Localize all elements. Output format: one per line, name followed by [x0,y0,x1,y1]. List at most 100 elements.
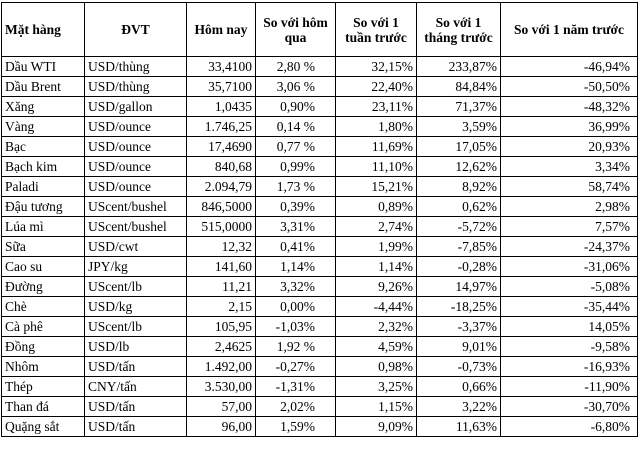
table-row: Xăng USD/gallon 1,0435 0,90% 23,11% 71,37% -48… [1,96,638,117]
change-vs-month: 3,59% [416,116,501,137]
change-vs-month: -0,73% [416,356,501,377]
commodity-name: Vàng [1,116,85,137]
change-vs-month: 233,87% [416,56,501,77]
table-row: Bạc USD/ounce 17,4690 0,77 % 11,69% 17,05% 20,… [1,136,638,157]
today-price: 57,00 [186,396,256,417]
change-vs-month: 71,37% [416,96,501,117]
change-vs-yesterday: -0,27% [255,356,336,377]
header-vs-week: So với 1 tuần trước [335,2,417,57]
change-vs-week: 1,14% [335,256,417,277]
change-vs-year: 7,57% [500,216,638,237]
commodity-name: Chè [1,296,85,317]
today-price: 3.530,00 [186,376,256,397]
commodity-name: Quặng sắt [1,416,85,437]
change-vs-year: -30,70% [500,396,638,417]
today-price: 2.094,79 [186,176,256,197]
today-price: 1,0435 [186,96,256,117]
header-vs-yesterday: So với hôm qua [255,2,336,57]
table-row: Quặng sắt USD/tấn 96,00 1,59% 9,09% 11,63% -6,… [1,416,638,437]
change-vs-yesterday: 1,14% [255,256,336,277]
change-vs-month: 17,05% [416,136,501,157]
unit-cell: UScent/bushel [84,216,187,237]
change-vs-month: -5,72% [416,216,501,237]
header-vs-month: So với 1 tháng trước [416,2,501,57]
change-vs-yesterday: 0,14 % [255,116,336,137]
today-price: 1.492,00 [186,356,256,377]
commodity-name: Than đá [1,396,85,417]
change-vs-year: 58,74% [500,176,638,197]
change-vs-week: 22,40% [335,76,417,97]
change-vs-yesterday: 0,41% [255,236,336,257]
unit-cell: UScent/lb [84,276,187,297]
unit-cell: UScent/bushel [84,196,187,217]
change-vs-year: -9,58% [500,336,638,357]
change-vs-year: -24,37% [500,236,638,257]
change-vs-yesterday: 1,73 % [255,176,336,197]
change-vs-week: 0,89% [335,196,417,217]
change-vs-yesterday: 3,06 % [255,76,336,97]
change-vs-month: 9,01% [416,336,501,357]
change-vs-week: 1,80% [335,116,417,137]
commodity-name: Dầu Brent [1,76,85,97]
change-vs-year: 36,99% [500,116,638,137]
today-price: 17,4690 [186,136,256,157]
change-vs-yesterday: 0,00% [255,296,336,317]
change-vs-year: 20,93% [500,136,638,157]
table-row: Lúa mì UScent/bushel 515,0000 3,31% 2,74% -5,… [1,216,638,237]
unit-cell: USD/ounce [84,176,187,197]
table-row: Nhôm USD/tấn 1.492,00 -0,27% 0,98% -0,73% -16,… [1,356,638,377]
table-row: Dầu WTI USD/thùng 33,4100 2,80 % 32,15% 233,8… [1,56,638,77]
change-vs-week: 9,26% [335,276,417,297]
commodity-name: Đường [1,276,85,297]
change-vs-year: 3,34% [500,156,638,177]
unit-cell: USD/gallon [84,96,187,117]
change-vs-week: 2,74% [335,216,417,237]
unit-cell: USD/ounce [84,156,187,177]
change-vs-month: 0,62% [416,196,501,217]
today-price: 11,21 [186,276,256,297]
unit-cell: USD/thùng [84,56,187,77]
change-vs-month: 84,84% [416,76,501,97]
today-price: 141,60 [186,256,256,277]
change-vs-week: 0,98% [335,356,417,377]
unit-cell: USD/cwt [84,236,187,257]
commodity-name: Cà phê [1,316,85,337]
table-row: Đồng USD/lb 2,4625 1,92 % 4,59% 9,01% -9,58% [1,336,638,357]
change-vs-yesterday: 1,59% [255,416,336,437]
change-vs-year: -16,93% [500,356,638,377]
change-vs-yesterday: 0,99% [255,156,336,177]
header-unit: ĐVT [84,2,187,57]
change-vs-yesterday: 2,80 % [255,56,336,77]
table-row: Đậu tương UScent/bushel 846,5000 0,39% 0,89%… [1,196,638,217]
change-vs-year: -6,80% [500,416,638,437]
today-price: 2,15 [186,296,256,317]
change-vs-month: 11,63% [416,416,501,437]
change-vs-yesterday: -1,31% [255,376,336,397]
change-vs-week: 11,69% [335,136,417,157]
table-row: Than đá USD/tấn 57,00 2,02% 1,15% 3,22% -30,70… [1,396,638,417]
change-vs-month: 14,97% [416,276,501,297]
today-price: 846,5000 [186,196,256,217]
change-vs-week: 4,59% [335,336,417,357]
header-row: Mặt hàng ĐVT Hôm nay So với hôm qua So với 1… [1,2,638,57]
header-today: Hôm nay [186,2,256,57]
table-row: Cà phê UScent/lb 105,95 -1,03% 2,32% -3,37% 14… [1,316,638,337]
today-price: 105,95 [186,316,256,337]
table-row: Chè USD/kg 2,15 0,00% -4,44% -18,25% -35,44% [1,296,638,317]
change-vs-month: 0,66% [416,376,501,397]
change-vs-week: 3,25% [335,376,417,397]
change-vs-yesterday: 3,31% [255,216,336,237]
change-vs-month: 8,92% [416,176,501,197]
commodity-name: Dầu WTI [1,56,85,77]
today-price: 840,68 [186,156,256,177]
table-row: Bạch kim USD/ounce 840,68 0,99% 11,10% 12,62%… [1,156,638,177]
commodity-name: Bạch kim [1,156,85,177]
table-row: Paladi USD/ounce 2.094,79 1,73 % 15,21% 8,92%… [1,176,638,197]
change-vs-year: -48,32% [500,96,638,117]
table-row: Sữa USD/cwt 12,32 0,41% 1,99% -7,85% -24,37% [1,236,638,257]
commodity-name: Thép [1,376,85,397]
commodity-name: Sữa [1,236,85,257]
today-price: 12,32 [186,236,256,257]
change-vs-week: 1,15% [335,396,417,417]
change-vs-week: -4,44% [335,296,417,317]
